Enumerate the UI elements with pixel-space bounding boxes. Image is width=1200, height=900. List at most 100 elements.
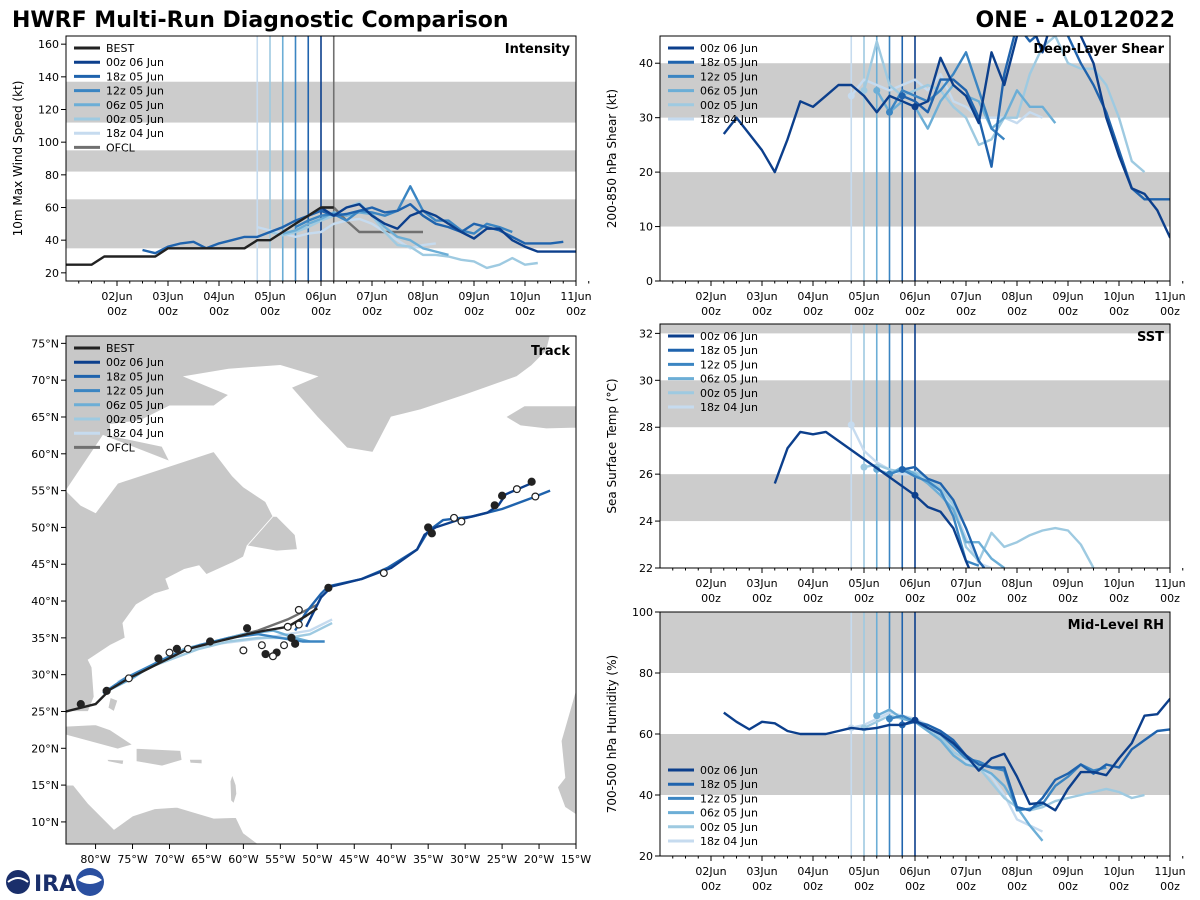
- sst-legend-label-00z-05-jun: 00z 05 Jun: [700, 387, 758, 400]
- svg-text:IRA: IRA: [34, 872, 76, 897]
- track-xtick-label: 35°W: [413, 853, 443, 866]
- rh-xtick-label-hour: 00z: [956, 880, 976, 893]
- shear-legend-label-18z-05-jun: 18z 05 Jun: [700, 56, 758, 69]
- shear-ytick-label: 30: [639, 112, 653, 125]
- intensity-legend-label-00z-06-jun: 00z 06 Jun: [106, 56, 164, 69]
- sst-xtick-label-day: 11Jun: [1154, 577, 1185, 590]
- track-position-marker: [497, 491, 507, 500]
- track-position-marker-hollow: [257, 641, 266, 650]
- track-position-marker: [424, 523, 433, 532]
- intensity-ytick-label: 60: [45, 202, 59, 215]
- shear-series-00z-06-jun: [722, 36, 1170, 239]
- track-position-marker: [242, 624, 252, 633]
- intensity-legend-label-18z-05-jun: 18z 05 Jun: [106, 70, 164, 83]
- globe-icon: [6, 870, 30, 894]
- rh-legend-label-06z-05-jun: 06z 05 Jun: [700, 807, 758, 820]
- sst-xtick-label-hour: 00z: [803, 592, 823, 605]
- sst-init-marker-00z-05-jun: [860, 463, 868, 471]
- rh-xtick-label-hour: 00z: [1160, 880, 1180, 893]
- rh-xtick-label-day: 05Jun: [848, 865, 879, 878]
- track-position-marker: [76, 700, 85, 709]
- figure-title: HWRF Multi-Run Diagnostic Comparison: [12, 8, 509, 33]
- shear-xtick-label-day: 07Jun: [950, 290, 981, 303]
- intensity-legend-label-06z-05-jun: 06z 05 Jun: [106, 99, 164, 112]
- jamaica-land: [105, 758, 125, 765]
- sst-xtick-label-day: 05Jun: [848, 577, 879, 590]
- rh-series-18z-05-jun: [902, 720, 1170, 812]
- track-position-marker-hollow: [165, 648, 174, 657]
- rh-xtick-label-day: 09Jun: [1052, 865, 1083, 878]
- track-ytick-label: 55°N: [31, 485, 59, 498]
- rh-ytick-label: 100: [632, 606, 653, 619]
- shear-panel: 0 10 20 30 40 02Jun 00z 03Jun 00z 04Jun 00z 05Jun 00…: [605, 35, 1186, 318]
- shear-xtick-label-hour: 00z: [905, 305, 925, 318]
- intensity-xtick-label-day: 03Jun: [152, 290, 183, 303]
- track-position-marker-hollow: [124, 674, 133, 683]
- track-ytick-label: 65°N: [31, 411, 59, 424]
- track-position-marker: [172, 644, 181, 653]
- intensity-xtick-label-day: 07Jun: [356, 290, 387, 303]
- intensity-xtick-label-hour: 00z: [362, 305, 382, 318]
- rh-ytick-label: 80: [639, 667, 653, 680]
- track-position-marker: [102, 686, 111, 695]
- track-xtick-label: 75°W: [117, 853, 147, 866]
- rh-xtick-label-hour: 00z: [1109, 880, 1129, 893]
- sst-xtick-label-hour: 00z: [1058, 592, 1078, 605]
- shear-xtick-label-day: 08Jun: [1001, 290, 1032, 303]
- track-title: Track: [531, 344, 570, 359]
- puerto-rico-land: [188, 758, 203, 765]
- shear-xtick-label-day: 10Jun: [1103, 290, 1134, 303]
- rh-xtick-label-day: 08Jun: [1001, 865, 1032, 878]
- shear-xtick-label-day: 02Jun: [695, 290, 726, 303]
- track-position-marker-hollow: [268, 652, 277, 661]
- intensity-xtick-label-hour: 00z: [515, 305, 535, 318]
- cira-logo: IRA: [6, 868, 104, 897]
- sst-ytick-label: 22: [639, 562, 653, 575]
- sst-xtick-label-hour: 00z: [905, 592, 925, 605]
- intensity-legend-label-18z-04-jun: 18z 04 Jun: [106, 127, 164, 140]
- shear-title: Deep-Layer Shear: [1033, 42, 1164, 57]
- rh-init-marker-12z-05-jun: [886, 715, 893, 723]
- intensity-xtick-label-day: 11Jun: [560, 290, 591, 303]
- track-legend-label-12z-05-jun: 12z 05 Jun: [106, 385, 164, 398]
- shear-ylabel: 200-850 hPa Shear (kt): [605, 89, 619, 228]
- sst-xtick-label-day: 06Jun: [899, 577, 930, 590]
- rh-xtick-label-day: 07Jun: [950, 865, 981, 878]
- rh-legend-label-18z-04-jun: 18z 04 Jun: [700, 835, 758, 848]
- sst-plot-area: [660, 324, 1170, 568]
- rh-xtick-label-hour: 00z: [854, 880, 874, 893]
- sst-panel: 22 24 26 28 30 32 02Jun 00z 03Jun 00z 04Jun 00z 05Ju…: [605, 323, 1186, 605]
- shear-xtick-label-hour: 00z: [803, 305, 823, 318]
- sst-legend-label-18z-04-jun: 18z 04 Jun: [700, 401, 758, 414]
- shear-xtick-label-hour: 00z: [956, 305, 976, 318]
- track-legend-label-best: BEST: [106, 342, 134, 355]
- track-xtick-label: 70°W: [154, 853, 184, 866]
- track-series-best: [66, 607, 318, 713]
- sst-init-marker-18z-05-jun: [898, 465, 906, 473]
- rh-title: Mid-Level RH: [1068, 618, 1164, 633]
- intensity-xtick-label-day: 08Jun: [407, 290, 438, 303]
- shear-ytick-label: 10: [639, 221, 653, 234]
- sst-xtick-label-hour: 00z: [956, 592, 976, 605]
- track-position-marker: [206, 637, 215, 646]
- intensity-ylabel: 10m Max Wind Speed (kt): [11, 81, 25, 237]
- shear-init-marker-12z-05-jun: [886, 108, 893, 116]
- sst-legend-label-06z-05-jun: 06z 05 Jun: [700, 373, 758, 386]
- track-series-18z-04-jun: [117, 618, 333, 684]
- sst-xtick-label-day: 07Jun: [950, 577, 981, 590]
- shear-legend-label-00z-05-jun: 00z 05 Jun: [700, 99, 758, 112]
- sst-ytick-label: 26: [639, 468, 653, 481]
- rh-xtick-label-hour: 00z: [1058, 880, 1078, 893]
- intensity-ytick-label: 40: [45, 234, 59, 247]
- track-position-marker-hollow: [294, 620, 303, 629]
- intensity-xtick-label-day: 02Jun: [101, 290, 132, 303]
- intensity-ytick-label: 160: [38, 38, 59, 51]
- sst-xtick-label-hour: 00z: [752, 592, 772, 605]
- sst-ytick-label: 28: [639, 421, 653, 434]
- shear-series-12z-05-jun: [888, 51, 1006, 141]
- shear-xtick-label-day: 04Jun: [797, 290, 828, 303]
- intensity-legend-label-00z-05-jun: 00z 05 Jun: [106, 113, 164, 126]
- track-ytick-label: 30°N: [31, 669, 59, 682]
- rh-ytick-label: 20: [639, 850, 653, 863]
- track-position-marker-hollow: [280, 641, 289, 650]
